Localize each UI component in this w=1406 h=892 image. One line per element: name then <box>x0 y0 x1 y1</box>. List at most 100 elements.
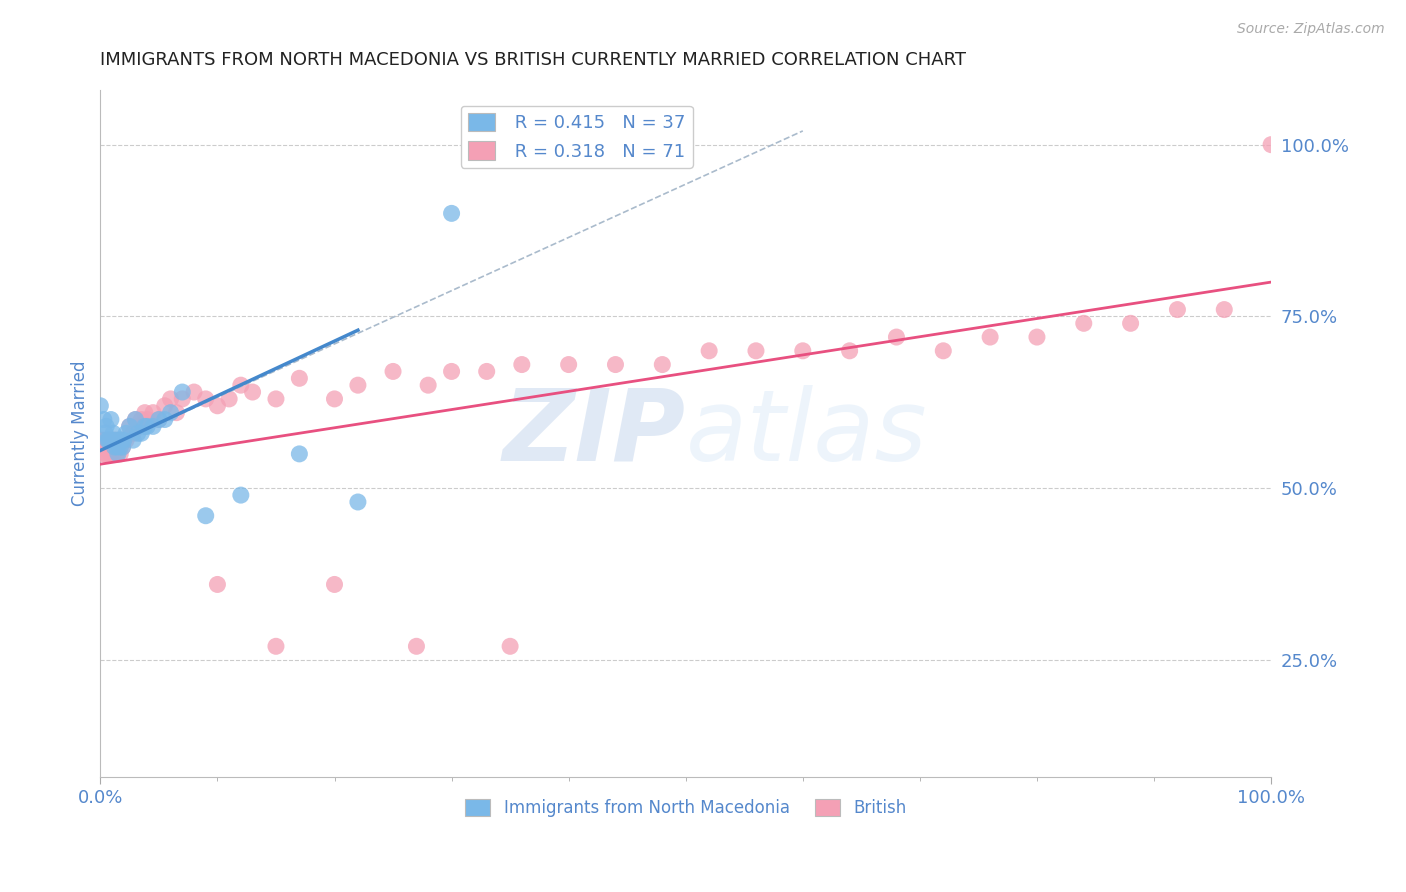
Point <box>110 447 132 461</box>
Point <box>110 433 132 447</box>
Point <box>194 392 217 406</box>
Point <box>104 433 127 447</box>
Point <box>1119 316 1142 330</box>
Point <box>131 426 153 441</box>
Point <box>136 412 159 426</box>
Point <box>118 419 141 434</box>
Point <box>103 447 125 461</box>
Point <box>510 358 533 372</box>
Y-axis label: Currently Married: Currently Married <box>72 360 89 506</box>
Point <box>96 419 118 434</box>
Point <box>128 419 150 434</box>
Legend: Immigrants from North Macedonia, British: Immigrants from North Macedonia, British <box>458 792 912 823</box>
Point <box>100 412 122 426</box>
Point <box>242 385 264 400</box>
Point <box>159 406 181 420</box>
Point <box>557 358 579 372</box>
Point <box>108 433 131 447</box>
Point <box>1073 316 1095 330</box>
Point <box>440 364 463 378</box>
Point <box>323 392 346 406</box>
Point <box>97 433 120 447</box>
Point <box>172 392 194 406</box>
Point <box>288 447 311 461</box>
Text: Source: ZipAtlas.com: Source: ZipAtlas.com <box>1237 22 1385 37</box>
Point <box>229 378 252 392</box>
Point <box>148 412 170 426</box>
Point <box>107 447 129 461</box>
Point <box>142 419 165 434</box>
Text: atlas: atlas <box>686 384 928 482</box>
Point <box>347 378 370 392</box>
Point <box>405 640 427 654</box>
Point <box>1260 137 1282 152</box>
Point <box>110 440 132 454</box>
Point <box>101 440 124 454</box>
Point <box>159 392 181 406</box>
Point <box>97 433 120 447</box>
Point <box>112 433 135 447</box>
Point <box>104 440 127 454</box>
Point <box>103 440 125 454</box>
Point <box>111 440 134 454</box>
Point <box>89 433 111 447</box>
Point <box>136 419 159 434</box>
Point <box>107 440 129 454</box>
Point <box>103 433 125 447</box>
Point <box>122 426 145 441</box>
Point <box>264 640 287 654</box>
Point <box>153 399 176 413</box>
Point <box>105 440 128 454</box>
Point <box>91 447 114 461</box>
Point <box>499 640 522 654</box>
Point <box>745 343 768 358</box>
Point <box>165 406 187 420</box>
Point <box>96 440 118 454</box>
Point <box>111 440 134 454</box>
Point <box>98 433 121 447</box>
Point <box>122 433 145 447</box>
Point <box>153 412 176 426</box>
Point <box>288 371 311 385</box>
Point <box>110 433 132 447</box>
Point <box>1166 302 1188 317</box>
Point <box>838 343 860 358</box>
Point <box>115 426 138 441</box>
Point <box>93 433 115 447</box>
Point <box>96 433 118 447</box>
Point <box>264 392 287 406</box>
Point <box>207 399 229 413</box>
Point <box>207 577 229 591</box>
Point <box>440 206 463 220</box>
Point <box>1213 302 1236 317</box>
Point <box>131 412 153 426</box>
Point <box>229 488 252 502</box>
Point <box>103 426 125 441</box>
Point <box>105 447 128 461</box>
Point <box>134 419 156 434</box>
Point <box>142 406 165 420</box>
Point <box>134 406 156 420</box>
Point <box>475 364 498 378</box>
Point <box>89 399 111 413</box>
Point <box>115 433 138 447</box>
Text: IMMIGRANTS FROM NORTH MACEDONIA VS BRITISH CURRENTLY MARRIED CORRELATION CHART: IMMIGRANTS FROM NORTH MACEDONIA VS BRITI… <box>100 51 966 69</box>
Point <box>347 495 370 509</box>
Point <box>93 412 115 426</box>
Point <box>94 426 117 441</box>
Point <box>127 426 149 441</box>
Point <box>382 364 405 378</box>
Point <box>651 358 673 372</box>
Point <box>886 330 908 344</box>
Point <box>194 508 217 523</box>
Point <box>605 358 627 372</box>
Point <box>96 447 118 461</box>
Point <box>112 433 135 447</box>
Point <box>697 343 720 358</box>
Point <box>932 343 955 358</box>
Point <box>94 447 117 461</box>
Text: ZIP: ZIP <box>503 384 686 482</box>
Point <box>148 412 170 426</box>
Point <box>1026 330 1049 344</box>
Point <box>124 412 146 426</box>
